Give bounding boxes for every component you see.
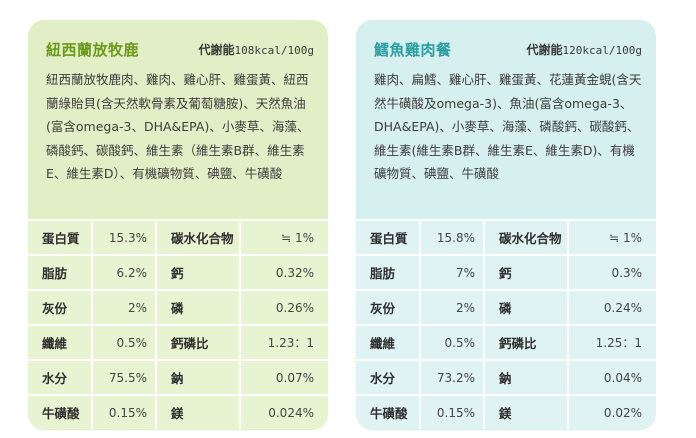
nutrient-value: 0.24% — [568, 289, 656, 325]
table-row: 脂肪 6.2% 鈣 0.32% — [28, 254, 328, 290]
nutrient-value: 1.23：1 — [240, 324, 328, 360]
product-card-deer: 紐西蘭放牧鹿 代謝能108kcal/100g 紐西蘭放牧鹿肉、雞肉、雞心肝、雞蛋… — [28, 20, 328, 430]
nutrient-name: 蛋白質 — [356, 219, 421, 255]
table-row: 水分 73.2% 鈉 0.04% — [356, 359, 656, 395]
nutrient-name: 鈣 — [156, 254, 241, 290]
nutrient-name: 牛磺酸 — [28, 394, 93, 429]
nutrient-value: 0.3% — [568, 254, 656, 290]
nutrient-name: 脂肪 — [28, 254, 93, 290]
energy-value: 108kcal/100g — [234, 44, 314, 57]
nutrient-value: 2% — [92, 289, 157, 325]
nutrient-name: 纖維 — [28, 324, 93, 360]
nutrient-value: 7% — [420, 254, 485, 290]
nutrient-value: 0.26% — [240, 289, 328, 325]
nutrient-name: 脂肪 — [356, 254, 421, 290]
nutrient-name: 灰份 — [356, 289, 421, 325]
energy-info: 代謝能108kcal/100g — [199, 41, 315, 58]
nutrient-name: 鈣 — [484, 254, 569, 290]
nutrition-table: 蛋白質 15.8% 碳水化合物 ≒ 1% 脂肪 7% 鈣 0.3% 灰份 2% … — [356, 219, 656, 429]
energy-value: 120kcal/100g — [562, 44, 642, 57]
product-card-cod: 鱈魚雞肉餐 代謝能120kcal/100g 雞肉、扁鱈、雞心肝、雞蛋黃、花蓮黃金… — [356, 20, 656, 430]
table-row: 脂肪 7% 鈣 0.3% — [356, 254, 656, 290]
nutrient-name: 鈣磷比 — [156, 324, 241, 360]
nutrient-value: 1.25：1 — [568, 324, 656, 360]
nutrient-value: 2% — [420, 289, 485, 325]
nutrient-name: 纖維 — [356, 324, 421, 360]
nutrient-value: 73.2% — [420, 359, 485, 395]
nutrient-value: 0.02% — [568, 394, 656, 429]
nutrient-name: 牛磺酸 — [356, 394, 421, 429]
ingredients-text: 雞肉、扁鱈、雞心肝、雞蛋黃、花蓮黃金蜆(含天然牛磺酸及omega-3)、魚油(富… — [374, 72, 642, 181]
nutrient-name: 鈉 — [484, 359, 569, 395]
nutrient-name: 磷 — [156, 289, 241, 325]
nutrient-name: 鈣磷比 — [484, 324, 569, 360]
energy-info: 代謝能120kcal/100g — [527, 41, 643, 58]
card-header: 鱈魚雞肉餐 代謝能120kcal/100g — [374, 39, 642, 61]
nutrient-value: 0.15% — [92, 394, 157, 429]
nutrient-value: 0.32% — [240, 254, 328, 290]
table-row: 灰份 2% 磷 0.26% — [28, 289, 328, 325]
nutrient-name: 碳水化合物 — [156, 219, 241, 255]
table-row: 蛋白質 15.3% 碳水化合物 ≒ 1% — [28, 219, 328, 255]
table-row: 牛磺酸 0.15% 鎂 0.024% — [28, 394, 328, 429]
nutrient-value: 0.07% — [240, 359, 328, 395]
nutrient-name: 鎂 — [484, 394, 569, 429]
nutrient-value: 0.5% — [92, 324, 157, 360]
nutrient-name: 碳水化合物 — [484, 219, 569, 255]
nutrient-value: 0.15% — [420, 394, 485, 429]
table-row: 牛磺酸 0.15% 鎂 0.02% — [356, 394, 656, 429]
nutrient-name: 水分 — [356, 359, 421, 395]
nutrient-name: 水分 — [28, 359, 93, 395]
nutrient-value: 15.8% — [420, 219, 485, 255]
nutrient-name: 磷 — [484, 289, 569, 325]
product-title: 紐西蘭放牧鹿 — [46, 41, 140, 59]
nutrient-value: 6.2% — [92, 254, 157, 290]
nutrient-name: 鈉 — [156, 359, 241, 395]
nutrient-value: 0.024% — [240, 394, 328, 429]
nutrition-table: 蛋白質 15.3% 碳水化合物 ≒ 1% 脂肪 6.2% 鈣 0.32% 灰份 … — [28, 219, 328, 429]
card-header: 紐西蘭放牧鹿 代謝能108kcal/100g — [46, 39, 314, 61]
nutrient-name: 鎂 — [156, 394, 241, 429]
table-row: 灰份 2% 磷 0.24% — [356, 289, 656, 325]
ingredients-text: 紐西蘭放牧鹿肉、雞肉、雞心肝、雞蛋黃、紐西蘭綠貽貝(含天然軟骨素及葡萄糖胺)、天… — [46, 72, 310, 181]
table-row: 纖維 0.5% 鈣磷比 1.25：1 — [356, 324, 656, 360]
nutrient-value: 0.04% — [568, 359, 656, 395]
table-row: 蛋白質 15.8% 碳水化合物 ≒ 1% — [356, 219, 656, 255]
nutrient-value: 15.3% — [92, 219, 157, 255]
nutrient-value: ≒ 1% — [568, 219, 656, 255]
energy-label: 代謝能 — [198, 43, 235, 57]
nutrient-value: ≒ 1% — [240, 219, 328, 255]
nutrient-name: 蛋白質 — [28, 219, 93, 255]
product-title: 鱈魚雞肉餐 — [374, 41, 452, 59]
nutrient-name: 灰份 — [28, 289, 93, 325]
nutrient-value: 0.5% — [420, 324, 485, 360]
table-row: 水分 75.5% 鈉 0.07% — [28, 359, 328, 395]
nutrient-value: 75.5% — [92, 359, 157, 395]
energy-label: 代謝能 — [526, 43, 563, 57]
table-row: 纖維 0.5% 鈣磷比 1.23：1 — [28, 324, 328, 360]
